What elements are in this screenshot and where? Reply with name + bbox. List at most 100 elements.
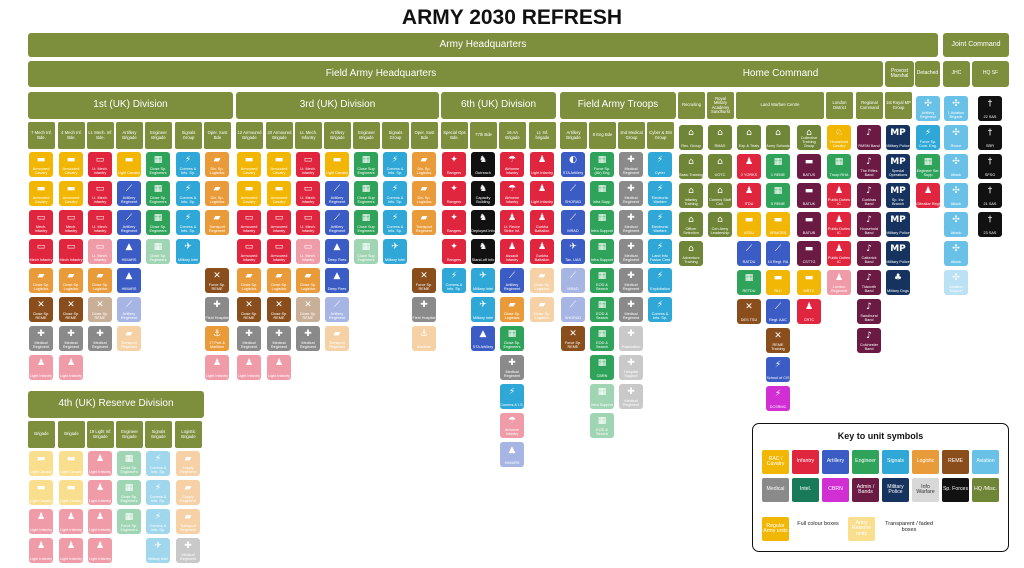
unit-box: ✣ Recce [944, 125, 968, 150]
unit-box: ▬ RLC [766, 270, 790, 295]
truck-icon: ▰ [67, 271, 75, 281]
unit-label: Close Sp. Engineers [149, 196, 167, 205]
gun-icon: ⟋ [745, 244, 753, 254]
signal-icon: ⚡ [656, 300, 664, 310]
unit-label: Close Sup Engineers [357, 225, 375, 234]
soldier-icon: ♟ [537, 213, 547, 223]
unit-label: Close Sp. Logistics [62, 283, 80, 292]
unit-box: ⚡ Comms & Info. Sp. [146, 480, 170, 505]
unit-box: ▭ Lt. Mech. Infantry [88, 152, 112, 177]
unit-label: Close Sp. REME [270, 312, 288, 321]
unit-box: ✕ Close Sp. REME [267, 297, 291, 322]
unit-label: Military Police [886, 260, 910, 265]
unit-label: Transport Regiment [120, 341, 138, 350]
unit-box: ▰ Transport Regiment [117, 326, 141, 351]
apc-icon: ▭ [244, 242, 254, 252]
cross-icon: ✚ [304, 329, 312, 339]
unit-box: ▦ Infra Support [590, 239, 614, 264]
unit-label: Medical Regiment [179, 553, 197, 562]
unit-label: Evacuation [621, 345, 641, 350]
unit-box: ✕ DES TSU [737, 299, 761, 324]
column-caption: Lt. Mech. Infantry [295, 122, 322, 149]
dagger-icon: † [987, 99, 993, 109]
unit-box: ⚡ Comms & Info. Sp. [383, 210, 407, 235]
unit-box: ⟋ 14 Regt. RA [766, 241, 790, 266]
cross-icon: ✚ [627, 184, 635, 194]
knight-icon: ♞ [478, 242, 488, 252]
apc-icon: ▭ [95, 242, 105, 252]
unit-label: Close Sp. Engineers [120, 466, 138, 475]
signal-icon: ⚡ [656, 155, 664, 165]
unit-label: HIMARS [504, 461, 520, 466]
unit-box: ⚡ Comms & Info. Sp. [176, 210, 200, 235]
unit-label: Medical Regiment [622, 312, 640, 321]
unit-label: Infra Support [591, 258, 613, 263]
bridge-icon: ▦ [597, 242, 607, 252]
unit-box: ▰ Supply Regiment [176, 480, 200, 505]
unit-box: ▦ Engineer Sel. Supp [916, 154, 940, 179]
cross-icon: ✚ [627, 329, 635, 339]
unit-label: Artillery Regiment [120, 225, 138, 234]
unit-box: ✦ Rangers [442, 152, 466, 177]
unit-box: ⚓ 17 Port & Maritime [205, 326, 229, 351]
tank-icon: ▬ [804, 215, 814, 225]
unit-label: Transport Regiment [328, 341, 346, 350]
unit-label: SHORAD [564, 200, 582, 205]
unit-box: ✚ Medical Regiment [619, 210, 643, 235]
unit-label: Comms & Info. Sp. [149, 495, 167, 504]
unit-box: ▭ Mech Infantry [59, 239, 83, 264]
unit-box: ⌂ Basic Training [679, 154, 703, 179]
unit-label: Close Sp. Engineers [120, 495, 138, 504]
unit-box: ▰ Close Sp. Logistics [267, 268, 291, 293]
unit-box: ⟋ Regt. AAC [766, 299, 790, 324]
cross-icon: ✚ [627, 358, 635, 368]
legend-title: Key to unit symbols [837, 431, 924, 441]
unit-box: ✚ Medical Regiment [619, 239, 643, 264]
column-caption: Artillery Brigade [116, 122, 143, 149]
unit-label: Medical Regiment [91, 341, 109, 350]
unit-box: ✚ Medical Regiment [88, 326, 112, 351]
unit-label: Medical Regiment [622, 283, 640, 292]
apc-icon: ▭ [274, 242, 284, 252]
unit-box: † 21 SAS [978, 183, 1002, 208]
tank-icon: ▬ [773, 273, 783, 283]
unit-box: ▬ Light Cavalry [59, 451, 83, 476]
unit-label: Public Duties IC [827, 198, 851, 207]
gun-icon: ⟋ [508, 271, 516, 281]
soldier-icon: ♟ [923, 186, 933, 196]
unit-box: ▰ Transport Regiment [325, 326, 349, 351]
unit-label: RMSM Band [858, 144, 880, 149]
soldier-icon: ♟ [537, 155, 547, 165]
rocket-icon: ▲ [125, 242, 133, 252]
building-icon: ⌂ [688, 157, 694, 167]
unit-label: ITDU [744, 202, 754, 207]
truck-icon: ▰ [538, 271, 546, 281]
signal-icon: ⚡ [450, 271, 458, 281]
horn-icon: ♪ [866, 128, 872, 138]
unit-label: Armoured Cavalry [240, 196, 258, 205]
unit-box: ♪ Gurkhas Band [857, 183, 881, 208]
unit-box: ⟋ SHORAD [561, 181, 585, 206]
org-header: 3rd (UK) Division [236, 92, 439, 119]
column-caption: Signals Brigade [145, 421, 172, 448]
unit-box: ♟ ITDU [737, 183, 761, 208]
unit-box: ✣ Attack [944, 183, 968, 208]
unit-box: † SRR [978, 125, 1002, 150]
unit-label: Close Sp. REME [91, 312, 109, 321]
unit-label: Light Infantry [238, 374, 260, 379]
unit-label: Lt. Mech. Infantry [300, 225, 316, 234]
unit-label: STA Artillery [472, 345, 494, 350]
unit-box: ✚ Medical Regiment [619, 152, 643, 177]
signal-icon: ⚡ [508, 387, 516, 397]
unit-box: ♟ Public Duties IC [827, 241, 851, 266]
legend-swatch: Infantry [792, 450, 819, 474]
unit-label: Airborne Infantry [504, 167, 520, 176]
unit-box: ✚ Medical Regiment [29, 326, 53, 351]
unit-label: 1 REME [770, 173, 786, 178]
apc-icon: ▭ [303, 184, 313, 194]
unit-label: Electronic Warfare [651, 196, 669, 205]
unit-box: ▰ Close Sp. Logistics [500, 297, 524, 322]
unit-label: Artillery Regiment [328, 196, 346, 205]
unit-label: Field Hospital [205, 316, 229, 321]
gun-icon: ⟋ [569, 271, 577, 281]
